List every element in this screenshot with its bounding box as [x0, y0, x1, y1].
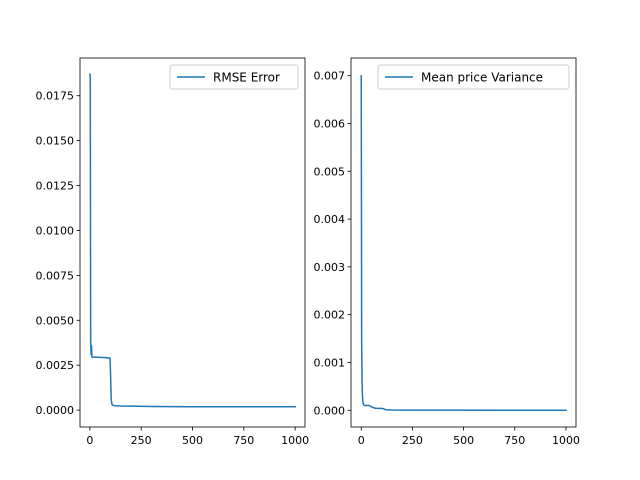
legend: RMSE Error — [169, 64, 299, 90]
y-tick-label: 0.002 — [314, 309, 346, 322]
y-tick-label: 0.0000 — [36, 404, 75, 417]
legend-label: RMSE Error — [213, 71, 280, 85]
y-tick-label: 0.0025 — [36, 359, 75, 372]
x-tick-label: 500 — [453, 434, 474, 447]
y-tick-label: 0.007 — [314, 70, 346, 83]
y-tick-label: 0.0175 — [36, 90, 75, 103]
x-tick-label: 750 — [233, 434, 254, 447]
x-tick-label: 750 — [504, 434, 525, 447]
y-tick-label: 0.0150 — [36, 135, 75, 148]
y-tick-label: 0.004 — [314, 213, 346, 226]
x-tick-label: 0 — [358, 434, 365, 447]
x-tick-label: 1000 — [552, 434, 580, 447]
legend-label: Mean price Variance — [421, 71, 543, 85]
y-tick-label: 0.005 — [314, 165, 346, 178]
legend-box — [169, 64, 299, 90]
y-tick-label: 0.0050 — [36, 314, 75, 327]
series-line-1 — [360, 74, 567, 411]
y-tick-label: 0.003 — [314, 261, 346, 274]
plot-frame — [79, 57, 306, 428]
y-tick-label: 0.000 — [314, 404, 346, 417]
x-tick-label: 0 — [86, 434, 93, 447]
y-tick-label: 0.001 — [314, 356, 346, 369]
y-tick-label: 0.0075 — [36, 269, 75, 282]
chart-panel-1: 0 250 500 750 1000 0.0000 0.0025 0.0050 0.0075 0.… — [36, 57, 309, 447]
legend: Mean price Variance — [377, 64, 570, 90]
y-tick-label: 0.0125 — [36, 180, 75, 193]
y-tick-label: 0.0100 — [36, 224, 75, 237]
series-line-1 — [89, 73, 296, 408]
x-tick-label: 250 — [402, 434, 423, 447]
x-tick-label: 250 — [131, 434, 152, 447]
chart-panel-2: 0 250 500 750 1000 0.000 0.001 0.002 0.003 0.004 0… — [314, 57, 580, 447]
x-tick-label: 1000 — [281, 434, 309, 447]
y-tick-label: 0.006 — [314, 117, 346, 130]
x-tick-label: 500 — [182, 434, 203, 447]
plot-frame — [350, 57, 577, 428]
legend-box — [377, 64, 570, 90]
